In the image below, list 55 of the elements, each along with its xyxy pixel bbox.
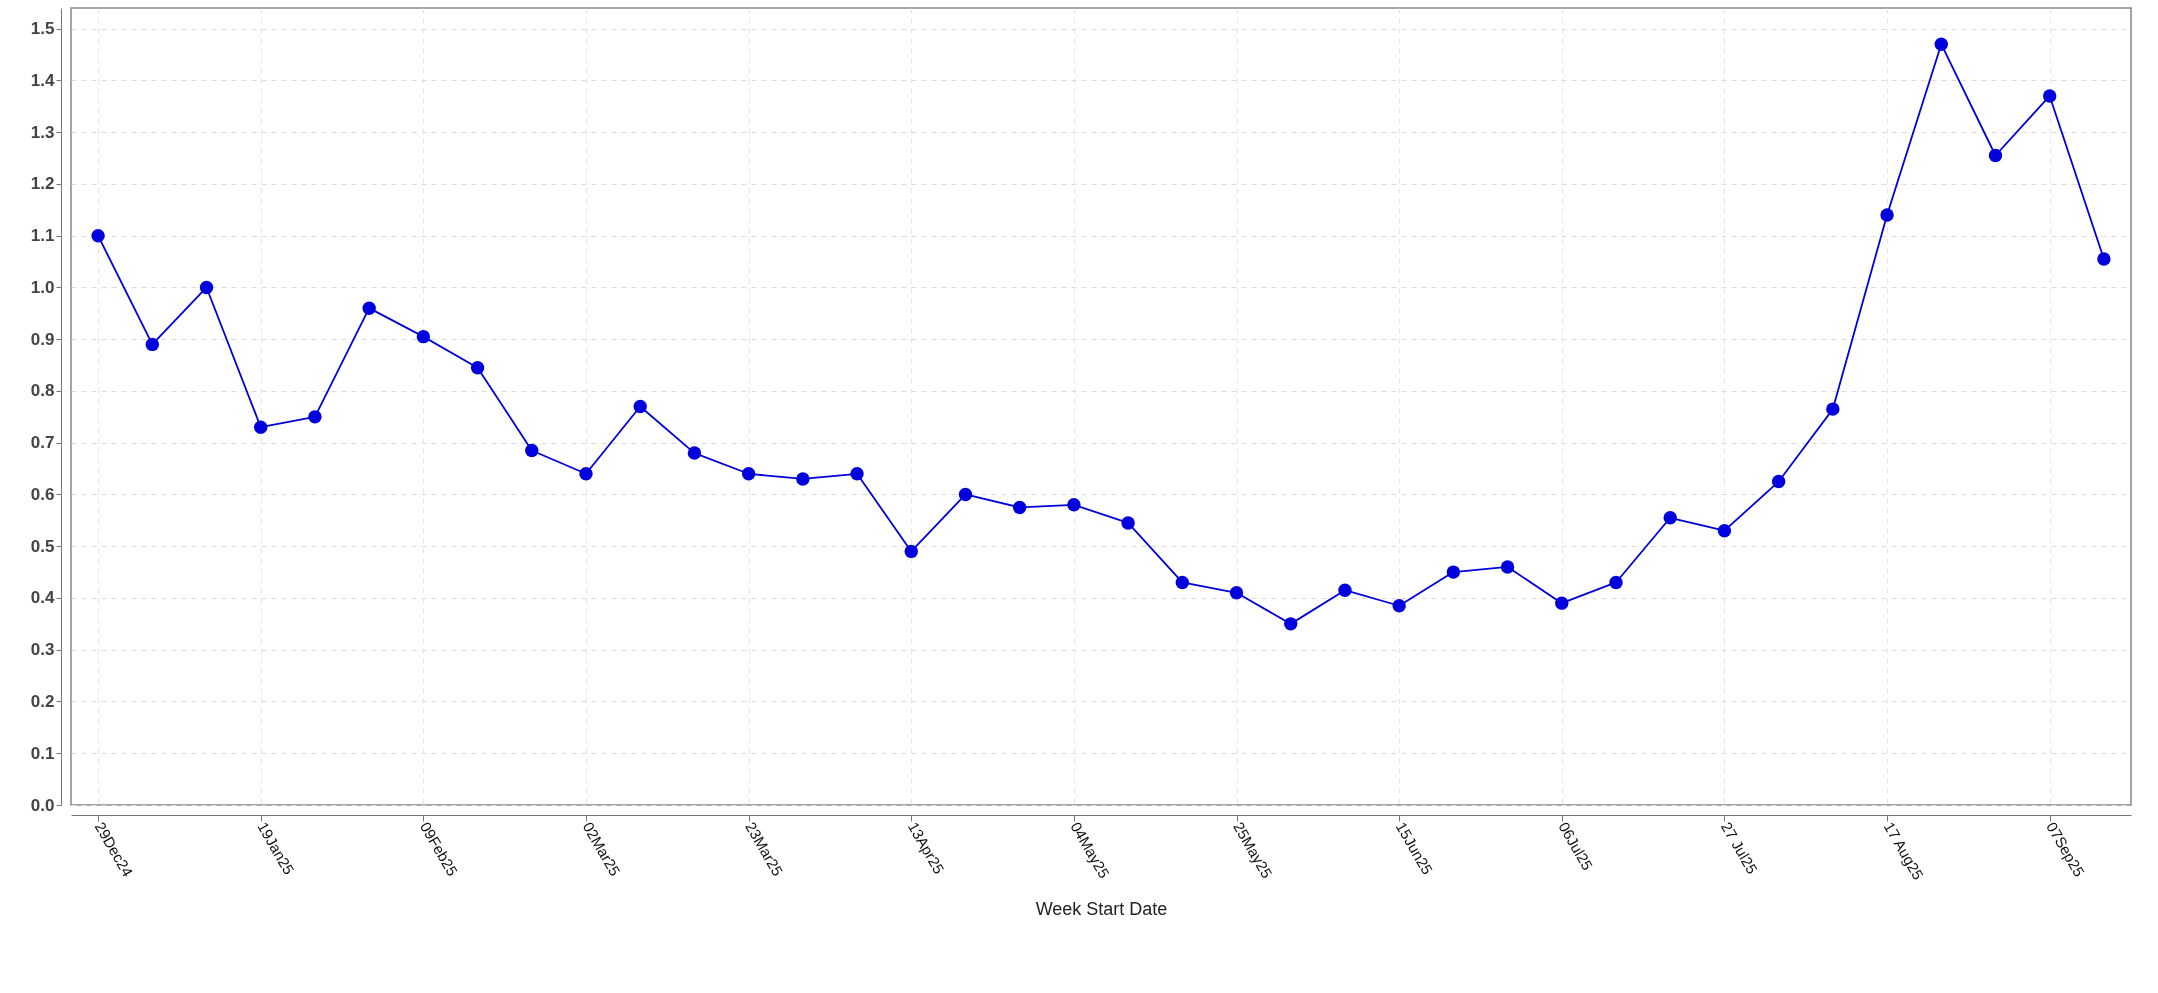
point	[633, 399, 647, 414]
point	[254, 420, 268, 434]
y-tick-label: 1.5	[30, 19, 55, 39]
point	[687, 446, 702, 460]
y-tick-label: 0.4	[30, 588, 56, 608]
point	[308, 410, 322, 424]
y-tick-label: 0.7	[30, 433, 55, 453]
point	[362, 301, 376, 315]
y-tick-label: 0.6	[30, 484, 55, 504]
point	[579, 467, 593, 481]
point	[2042, 89, 2057, 103]
point	[1067, 498, 1081, 512]
point	[904, 544, 918, 559]
point	[1500, 560, 1515, 574]
y-tick-label: 0.1	[30, 743, 55, 763]
point	[1826, 402, 1840, 416]
point	[91, 229, 105, 243]
point	[1555, 596, 1569, 610]
x-axis-title: Week Start Date	[1035, 899, 1168, 920]
point	[199, 280, 214, 295]
point	[416, 329, 431, 344]
y-tick-label: 1.1	[30, 226, 55, 246]
point	[525, 443, 539, 458]
y-tick-label: 1.4	[30, 70, 56, 90]
point	[796, 472, 810, 486]
point	[741, 467, 756, 481]
point	[2097, 252, 2111, 266]
y-tick-label: 0.2	[30, 691, 55, 711]
point	[850, 467, 864, 481]
point	[1229, 586, 1244, 600]
point	[1175, 575, 1190, 590]
point	[1338, 583, 1352, 597]
point	[1988, 148, 2003, 163]
point	[1446, 565, 1461, 579]
point	[1012, 500, 1027, 515]
point	[470, 360, 485, 375]
point	[958, 487, 973, 502]
point	[1663, 511, 1677, 525]
y-tick-label: 1.3	[30, 122, 55, 142]
y-tick-label: 0.9	[30, 329, 55, 349]
y-tick-label: 0.5	[30, 536, 55, 556]
point	[1880, 208, 1894, 222]
point	[145, 337, 160, 352]
point	[1392, 599, 1406, 613]
point	[1934, 37, 1948, 51]
point	[1717, 524, 1732, 538]
point	[1771, 474, 1786, 489]
y-tick-label: 1.0	[30, 277, 55, 297]
y-tick-label: 0.8	[30, 381, 55, 401]
y-tick-label: 0.3	[30, 640, 55, 660]
y-tick-label: 0.0	[30, 795, 55, 815]
y-tick-label: 1.2	[30, 174, 55, 194]
point	[1284, 617, 1298, 631]
point	[1609, 575, 1623, 590]
point	[1121, 516, 1135, 530]
